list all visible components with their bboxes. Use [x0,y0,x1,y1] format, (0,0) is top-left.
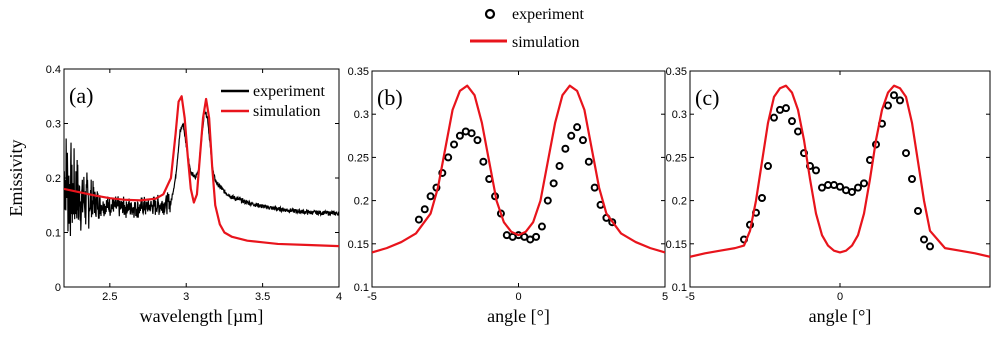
series-line-simulation [372,84,665,254]
data-point-experiment [788,117,796,126]
data-point-experiment [902,149,910,158]
data-point-experiment [920,235,928,244]
x-axis-label: angle [°] [809,306,872,326]
data-point-experiment [890,91,898,100]
y-tick-label: 0.15 [348,239,369,251]
legend-label-experiment: experiment [512,6,585,23]
data-point-experiment [584,157,593,166]
data-point-experiment [561,144,570,153]
data-point-experiment [608,218,617,227]
data-point-experiment [812,166,820,175]
figure-legend: experiment simulation [470,6,585,51]
panel-label: (c) [695,85,719,110]
data-point-experiment [537,222,546,231]
data-point-experiment [770,113,778,122]
plot-frame [689,70,991,288]
y-tick-label: 0.2 [46,173,61,185]
data-point-experiment [473,136,482,145]
panel-legend-label-simulation: simulation [253,103,321,120]
x-tick-label: 2.5 [102,291,117,303]
data-point-experiment [450,140,459,149]
data-point-experiment [758,194,766,203]
data-point-experiment [467,129,476,138]
panel-label: (a) [69,83,93,108]
data-point-experiment [764,162,772,171]
y-tick-label: 0.35 [348,66,369,78]
y-tick-label: 0.25 [348,152,369,164]
x-tick-label: 0 [515,291,521,303]
y-tick-label: 0.2 [672,196,687,208]
data-point-experiment [479,157,488,166]
y-tick-label: 0.35 [666,66,687,78]
x-axis-label: angle [°] [487,306,550,326]
x-tick-label: 3.5 [255,291,270,303]
data-point-experiment [578,136,587,145]
data-point-experiment [455,131,464,140]
y-tick-label: 0.4 [46,64,61,76]
data-point-experiment [884,101,892,110]
plot-data [690,84,990,258]
x-tick-label: 4 [336,291,342,303]
data-point-experiment [908,175,916,183]
data-point-experiment [860,179,868,188]
chart-panel-3: 0.1 0.15 0.2 0.25 0.3 0.35 -5 0 angle [°] (c) [666,66,991,326]
y-tick-label: 0.1 [354,282,369,294]
y-tick-label: 0.1 [672,282,687,294]
panel-label: (b) [377,85,403,110]
x-tick-label: -5 [367,291,377,303]
y-tick-label: 0.3 [46,119,61,131]
y-tick-label: 0.2 [354,196,369,208]
series-line-simulation [64,95,339,248]
data-point-experiment [532,232,541,241]
chart-panel-1: 0 0.1 0.2 0.3 0.4 2.5 3 3.5 4 wavelength [µm] Emis… [6,64,342,326]
series-experiment [414,123,617,244]
y-tick-label: 0.15 [666,239,687,251]
data-point-experiment [414,215,423,224]
x-axis-label: wavelength [µm] [140,306,264,326]
legend-marker-experiment [484,8,496,20]
x-tick-label: 3 [183,291,189,303]
data-point-experiment [543,196,552,205]
plot-data [64,95,339,248]
data-point-experiment [549,179,558,188]
data-point-experiment [444,153,453,162]
x-tick-label: -5 [685,291,695,303]
data-point-experiment [836,182,844,191]
data-point-experiment [567,131,576,140]
legend-label-simulation: simulation [512,34,580,51]
data-point-experiment [420,205,429,214]
y-tick-label: 0.3 [672,109,687,121]
plot-frame [371,70,666,288]
plot-frame [63,68,340,288]
panel-legend-label-experiment: experiment [253,83,326,100]
y-tick-label: 0.1 [46,228,61,240]
y-axis-label: Emissivity [6,139,26,216]
panel-legend: experiment simulation [221,83,326,120]
data-point-experiment [794,127,802,136]
data-point-experiment [590,183,599,192]
data-point-experiment [914,206,922,215]
y-tick-label: 0.3 [354,109,369,121]
x-tick-label: 0 [837,291,843,303]
series-line-simulation [690,84,990,258]
chart-panel-2: 0.1 0.15 0.2 0.25 0.3 0.35 -5 0 5 angle [°] (b) [348,66,668,326]
x-tick-label: 5 [662,291,668,303]
data-point-experiment [896,96,904,105]
data-point-experiment [854,183,862,192]
y-tick-label: 0.25 [666,152,687,164]
data-point-experiment [555,162,564,171]
data-point-experiment [848,187,856,196]
data-point-experiment [573,123,582,132]
data-point-experiment [426,192,435,201]
plot-data [372,84,665,254]
data-point-experiment [782,104,790,113]
y-tick-label: 0 [55,282,61,294]
data-point-experiment [926,242,934,251]
